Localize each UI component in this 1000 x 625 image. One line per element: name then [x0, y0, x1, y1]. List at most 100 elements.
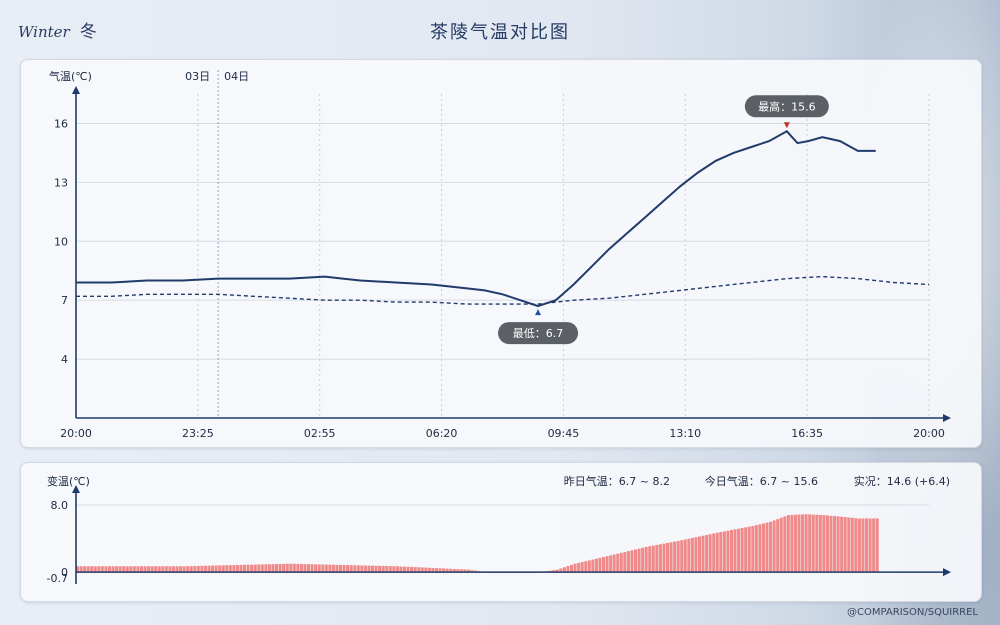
temperature-change-bar [801, 514, 805, 573]
temperature-change-bar [779, 517, 783, 573]
temperature-change-bar [818, 514, 822, 573]
temperature-change-bar [371, 565, 375, 573]
temperature-change-bar [847, 517, 851, 573]
y-tick-label: 13 [54, 176, 68, 189]
temperature-change-bar [697, 536, 701, 573]
temperature-change-bar [228, 565, 232, 573]
y-tick-label: 8.0 [51, 499, 69, 512]
temperature-change-bar [665, 542, 670, 573]
temperature-change-bar [143, 566, 147, 573]
temperature-change-bar [573, 563, 577, 573]
temperature-change-bar [136, 566, 140, 573]
temperature-change-bar [417, 567, 421, 573]
temperature-change-bar [570, 564, 574, 573]
temperature-change-bar [776, 519, 780, 573]
temperature-change-bar [196, 565, 200, 573]
temperature-change-bar [673, 541, 677, 573]
temperature-change-bar [861, 518, 865, 573]
temperature-change-bar [470, 570, 474, 573]
temperature-change-bar [271, 564, 275, 573]
temperature-change-bar [100, 566, 104, 573]
temperature-change-bar [676, 540, 680, 573]
y-tick-label: 7 [61, 294, 68, 307]
temperature-change-bar [107, 566, 112, 573]
x-tick-label: 13:10 [669, 427, 701, 440]
temperature-change-bar [466, 569, 470, 573]
temperature-change-bar [811, 514, 815, 573]
temperature-change-bar [118, 566, 122, 573]
temperature-change-bar [609, 555, 613, 573]
temperature-change-bar [694, 537, 698, 573]
temperature-change-bar [296, 563, 300, 573]
temperature-change-bar [182, 566, 186, 573]
temperature-change-bar [122, 566, 126, 573]
temperature-change-bar [705, 534, 709, 573]
temperature-change-bar [83, 566, 87, 573]
temperature-change-bar [171, 566, 175, 573]
temperature-change-bar [793, 514, 797, 573]
temperature-change-bar [744, 527, 748, 573]
temperature-change-bar [420, 567, 424, 573]
min-marker [535, 309, 542, 316]
footer-credit: @COMPARISON/SQUIRREL [847, 607, 978, 618]
temperature-change-bar [449, 568, 453, 573]
temperature-change-bar [76, 566, 80, 573]
temperature-change-bar [378, 565, 382, 573]
temperature-change-bar [434, 568, 438, 573]
x-axis-arrow [943, 568, 951, 577]
temperature-change-bar [381, 565, 385, 573]
temperature-change-bar [715, 532, 719, 573]
temperature-change-bar [328, 564, 332, 573]
temperature-change-bar [324, 564, 328, 573]
temperature-change-bar [221, 565, 225, 573]
temperature-change-bar [335, 564, 339, 573]
temperature-change-bar [655, 544, 659, 573]
temperature-change-bar [292, 563, 296, 573]
temperature-change-bar [829, 515, 833, 573]
temperature-change-bar [865, 518, 869, 573]
temperature-change-bar [641, 547, 645, 573]
min-badge-label: 最低：6.7 [513, 327, 564, 340]
temperature-change-bar [658, 544, 662, 573]
temperature-change-bar [637, 548, 641, 573]
temperature-change-bar [559, 568, 563, 573]
temperature-change-bar [651, 545, 655, 573]
temperature-change-bar [314, 564, 318, 573]
temperature-change-bar [772, 520, 776, 573]
x-tick-label: 23:25 [182, 427, 214, 440]
temperature-change-bar [150, 566, 154, 573]
temperature-change-bar [235, 564, 239, 573]
x-tick-label: 16:35 [791, 427, 823, 440]
temperature-change-bar [438, 568, 442, 573]
temperature-change-bar [200, 565, 204, 573]
temperature-change-bar [157, 566, 161, 573]
temperature-change-bar [729, 530, 733, 573]
temperature-change-bar [218, 565, 222, 573]
temperature-change-bar [388, 566, 392, 573]
temperature-change-bar [619, 552, 623, 573]
temperature-change-bar [566, 566, 570, 573]
temperature-change-bar [285, 563, 289, 573]
temperature-change-bar [79, 566, 83, 573]
temperature-change-bar [289, 563, 293, 573]
temperature-change-bar [708, 534, 712, 573]
temperature-change-bar [634, 549, 638, 573]
day-label: 04日 [224, 70, 249, 83]
temperature-change-bar [310, 564, 314, 573]
temperature-change-bar [626, 551, 630, 573]
y-tick-label: 4 [61, 353, 68, 366]
y-axis-label: 气温(℃) [49, 69, 92, 83]
temperature-change-bar [754, 525, 758, 573]
temperature-change-bar [186, 566, 190, 573]
temperature-change-bar [267, 564, 271, 573]
temperature-change-bar [275, 564, 279, 573]
y-tick-label: 16 [54, 117, 68, 130]
temperature-change-bar [250, 564, 254, 573]
temperature-change-bar [161, 566, 165, 573]
temperature-change-bar [104, 566, 108, 573]
temperature-change-bar [132, 566, 136, 573]
temperature-change-bar [86, 566, 90, 573]
temperature-change-bar [726, 530, 730, 573]
temperature-change-bar [346, 565, 350, 573]
temperature-change-bar [616, 553, 620, 573]
